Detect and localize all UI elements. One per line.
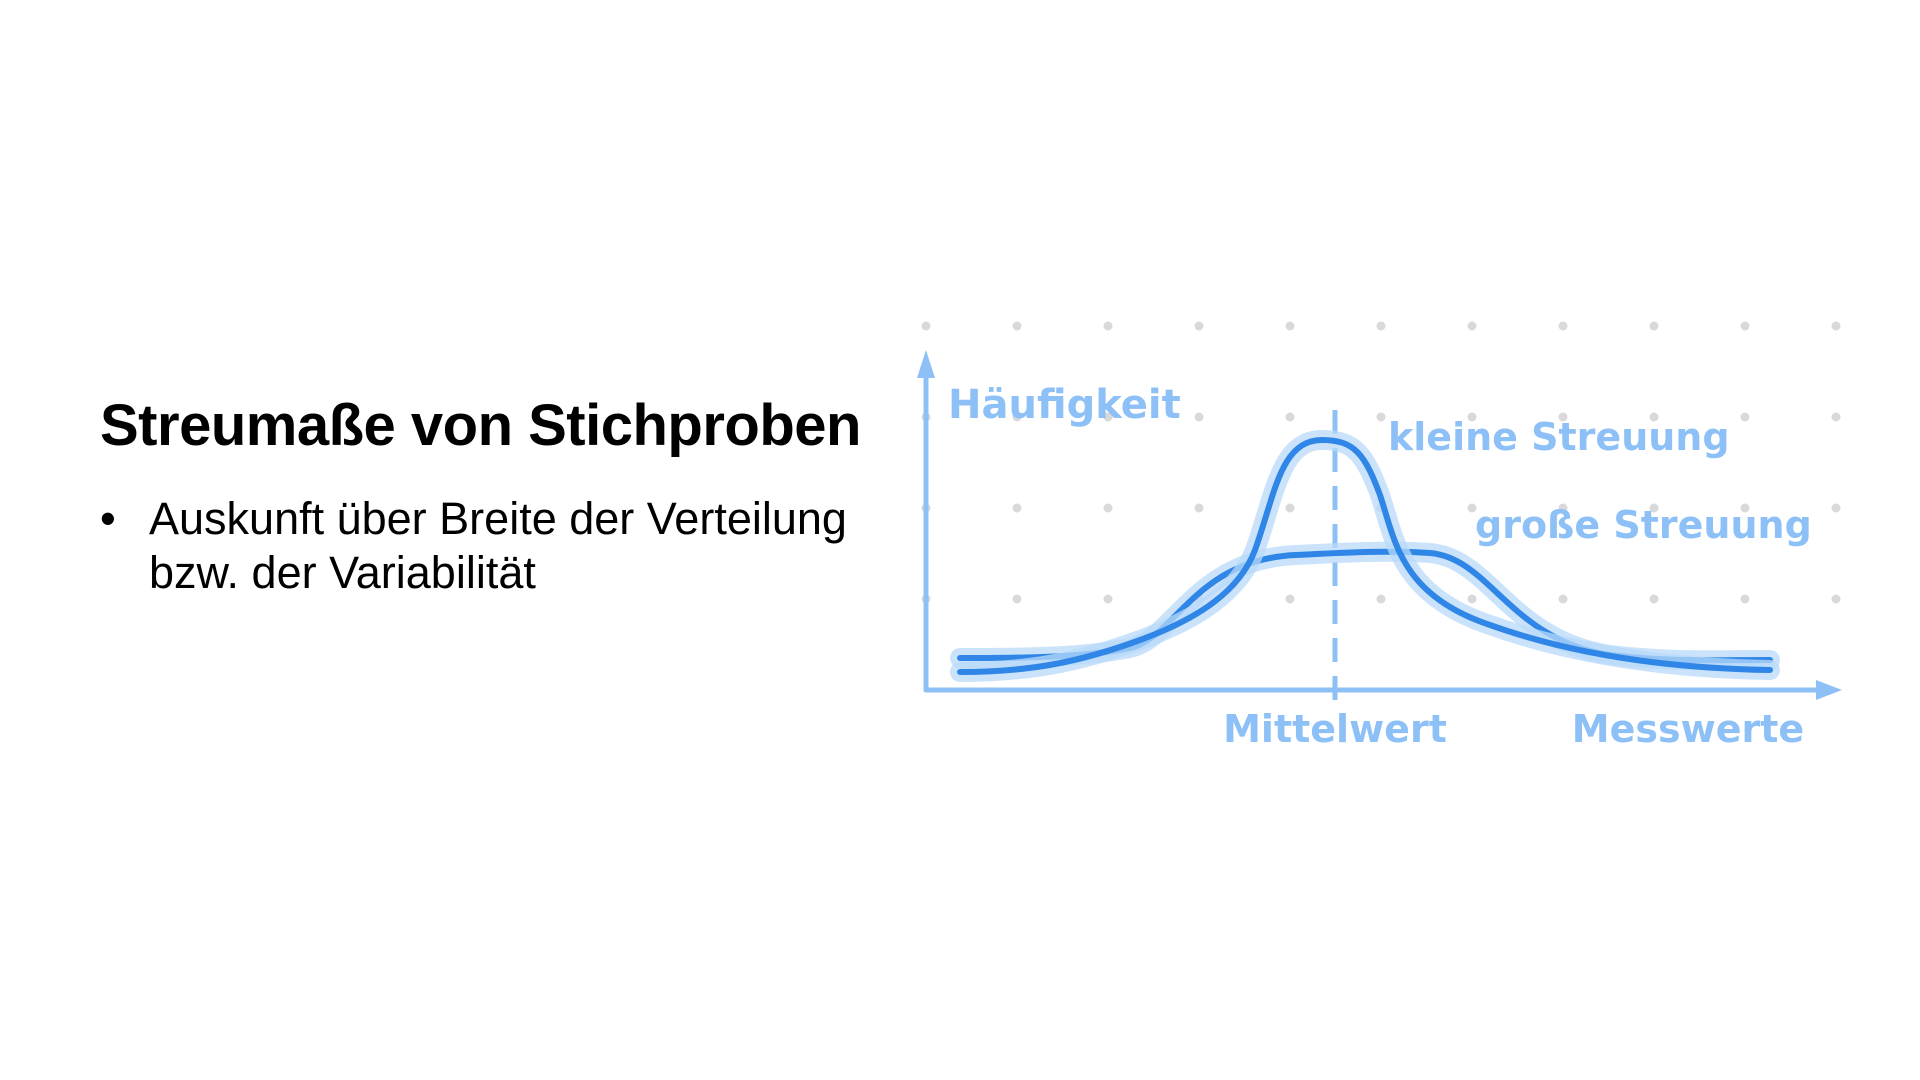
grid-dot: [1012, 321, 1022, 331]
grid-dot: [1558, 503, 1568, 513]
distribution-diagram: Häufigkeit kleine Streuung große Streuun…: [917, 321, 1842, 751]
grid-dot: [1740, 412, 1750, 422]
grid-dot: [1194, 412, 1204, 422]
grid-dot: [1740, 503, 1750, 513]
bullet-list: • Auskunft über Breite der Verteilung bz…: [100, 492, 909, 600]
grid-dot: [1467, 412, 1477, 422]
grid-dot: [1376, 412, 1386, 422]
grid-dot: [1012, 503, 1022, 513]
mean-label: Mittelwert: [1223, 707, 1447, 751]
curve-narrow-label: kleine Streuung: [1388, 415, 1730, 459]
grid-dot: [1103, 321, 1113, 331]
y-axis-arrow: [917, 350, 935, 378]
grid-dot: [1831, 412, 1841, 422]
grid-dot: [921, 321, 931, 331]
grid-dot: [1558, 321, 1568, 331]
grid-dot: [1103, 594, 1113, 604]
grid-dot: [1649, 503, 1659, 513]
curve-wide-label: große Streuung: [1475, 503, 1812, 547]
grid-dot: [1649, 321, 1659, 331]
grid-dot: [1558, 412, 1568, 422]
y-axis-label: Häufigkeit: [948, 382, 1181, 428]
grid-dot: [1831, 503, 1841, 513]
grid-dot: [1376, 594, 1386, 604]
grid-dot: [1285, 503, 1295, 513]
grid-dot: [1285, 321, 1295, 331]
grid-dot: [1558, 594, 1568, 604]
grid-dot: [1103, 412, 1113, 422]
grid-dot: [1467, 594, 1477, 604]
grid-dot: [1467, 321, 1477, 331]
slide-title: Streumaße von Stichproben: [100, 393, 861, 458]
grid-dot: [1012, 412, 1022, 422]
grid-dot: [1194, 503, 1204, 513]
grid-dot: [1831, 594, 1841, 604]
grid-dot: [1649, 594, 1659, 604]
bullet-item: • Auskunft über Breite der Verteilung bz…: [100, 492, 909, 600]
curve-narrow: [950, 429, 1780, 682]
grid-dot: [1376, 321, 1386, 331]
grid-dot: [1285, 412, 1295, 422]
grid-dot: [1285, 594, 1295, 604]
grid-dot: [1740, 594, 1750, 604]
grid-dot: [1194, 321, 1204, 331]
grid-dot: [1012, 594, 1022, 604]
grid-dot: [1831, 321, 1841, 331]
x-axis-label: Messwerte: [1572, 707, 1804, 751]
grid-dot: [1740, 321, 1750, 331]
grid-dot: [1467, 503, 1477, 513]
curve-wide: [950, 541, 1780, 671]
x-axis-arrow: [1816, 680, 1842, 700]
bullet-symbol: •: [100, 493, 116, 544]
bullet-text: Auskunft über Breite der Verteilung bzw.…: [149, 493, 847, 598]
grid-dot: [1649, 412, 1659, 422]
grid-dot: [1103, 503, 1113, 513]
axes: [917, 350, 1842, 700]
